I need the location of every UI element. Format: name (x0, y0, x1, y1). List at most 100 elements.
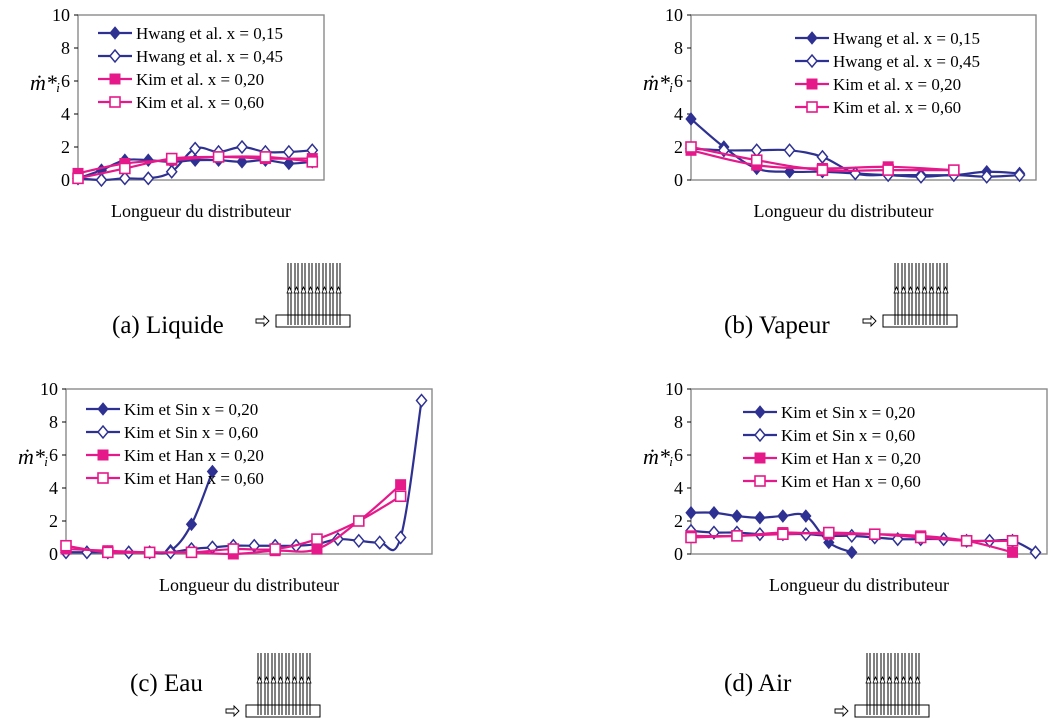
legend-label: Kim et Han x = 0,60 (781, 472, 921, 491)
y-tick-label: 0 (61, 170, 70, 190)
y-tick-label: 2 (674, 511, 683, 531)
data-point (731, 509, 743, 523)
data-point (823, 526, 835, 539)
flow-arrow (270, 675, 277, 684)
legend-label: Kim et Han x = 0,20 (124, 446, 264, 465)
data-point (783, 143, 796, 158)
flow-arrow (300, 285, 307, 294)
flow-arrow (307, 285, 314, 294)
y-tick-label: 2 (61, 137, 70, 157)
data-point (236, 155, 248, 169)
y-tick-label: 6 (674, 445, 683, 465)
y-tick-label: 0 (49, 544, 58, 564)
y-tick-label: 6 (674, 71, 683, 91)
flow-arrow (886, 675, 893, 684)
x-axis-label: Longueur du distributeur (754, 201, 934, 221)
data-point (685, 141, 697, 153)
flow-arrow (893, 675, 900, 684)
y-tick-label: 4 (674, 478, 683, 498)
legend-label: Hwang et al. x = 0,15 (136, 24, 283, 43)
legend-label: Kim et al. x = 0,20 (833, 75, 961, 94)
plot-frame (77, 14, 325, 181)
legend-swatch-marker (754, 475, 766, 487)
data-point (816, 149, 829, 165)
data-point (415, 393, 428, 408)
flow-arrow (914, 285, 921, 294)
y-tick-label: 0 (674, 544, 683, 564)
data-point (142, 171, 155, 186)
data-point (102, 546, 114, 559)
series-2 (685, 141, 1026, 184)
legend-swatch-marker (806, 101, 818, 113)
legend-label: Hwang et al. x = 0,45 (136, 47, 283, 66)
legend-label: Kim et Sin x = 0,60 (124, 423, 258, 442)
y-tick-label: 4 (61, 104, 70, 124)
flow-arrow (900, 285, 907, 294)
flow-arrow (286, 285, 293, 294)
flow-arrow (942, 285, 949, 294)
flow-arrow (293, 285, 300, 294)
inlet-arrow-icon (834, 704, 849, 718)
data-point (1013, 167, 1026, 183)
flow-arrow (291, 675, 298, 684)
y-tick-label: 2 (674, 137, 683, 157)
y-tick-label: 8 (61, 38, 70, 58)
legend-swatch-marker (109, 73, 121, 85)
legend-label: Kim et Han x = 0,60 (124, 469, 264, 488)
inlet-arrow-icon (862, 314, 877, 328)
legend-label: Kim et al. x = 0,60 (136, 93, 264, 112)
y-tick-label: 10 (40, 379, 58, 399)
panel-caption: (b) Vapeur (724, 312, 830, 339)
distributor-header (245, 704, 321, 718)
flow-arrow (872, 675, 879, 684)
legend-label: Hwang et al. x = 0,45 (833, 52, 980, 71)
data-point (846, 545, 858, 560)
flow-arrow (284, 675, 291, 684)
data-point (816, 164, 829, 176)
chart-panel-b: 0 2 4 6 8 10 ṁ*ᵢ Longueur du distributeur Hwang … (643, 5, 1037, 339)
data-point (1007, 546, 1019, 558)
legend-label: Kim et Sin x = 0,20 (124, 400, 258, 419)
flow-arrow (865, 675, 872, 684)
series-4 (72, 151, 319, 185)
y-tick-label: 4 (49, 478, 58, 498)
data-point (685, 505, 697, 520)
data-point (754, 510, 766, 525)
panel-caption: (d) Air (724, 670, 792, 697)
data-point (352, 533, 365, 548)
x-axis-label: Longueur du distributeur (111, 201, 291, 221)
legend-label: Kim et Sin x = 0,20 (781, 403, 915, 422)
y-tick-label: 2 (49, 511, 58, 531)
data-point (227, 543, 240, 555)
plot-frame (690, 388, 1048, 555)
data-point (72, 172, 84, 185)
distributor-icon (862, 263, 958, 328)
legend-swatch-marker (109, 48, 121, 64)
data-point (269, 543, 281, 555)
data-point (259, 151, 272, 163)
y-axis-label: ṁ*ᵢ (30, 70, 60, 95)
legend-swatch-marker (754, 405, 766, 419)
data-point (394, 530, 407, 545)
inlet-arrow-icon (255, 314, 270, 328)
data-point (882, 164, 894, 176)
legend: Kim et Sin x = 0,20 Kim et Sin x = 0,60 Ki… (743, 403, 921, 491)
data-point (189, 141, 202, 156)
data-point (212, 151, 225, 163)
y-tick-label: 8 (674, 412, 683, 432)
y-axis-label: ṁ*ᵢ (643, 70, 673, 95)
chart-panel-c: 0 2 4 6 8 10 ṁ*ᵢ Longueur du distributeur Kim et… (18, 379, 433, 718)
data-point (185, 517, 198, 532)
data-point (948, 164, 960, 176)
flow-arrow (935, 285, 942, 294)
data-point (118, 171, 131, 186)
distributor-icon (225, 653, 321, 718)
flow-arrow (893, 285, 900, 294)
data-point (800, 509, 812, 523)
data-point (708, 505, 720, 520)
flow-arrow (328, 285, 335, 294)
legend-swatch-marker (754, 452, 766, 464)
legend-swatch-marker (806, 53, 818, 69)
legend-label: Kim et al. x = 0,60 (833, 98, 961, 117)
y-tick-label: 8 (674, 38, 683, 58)
